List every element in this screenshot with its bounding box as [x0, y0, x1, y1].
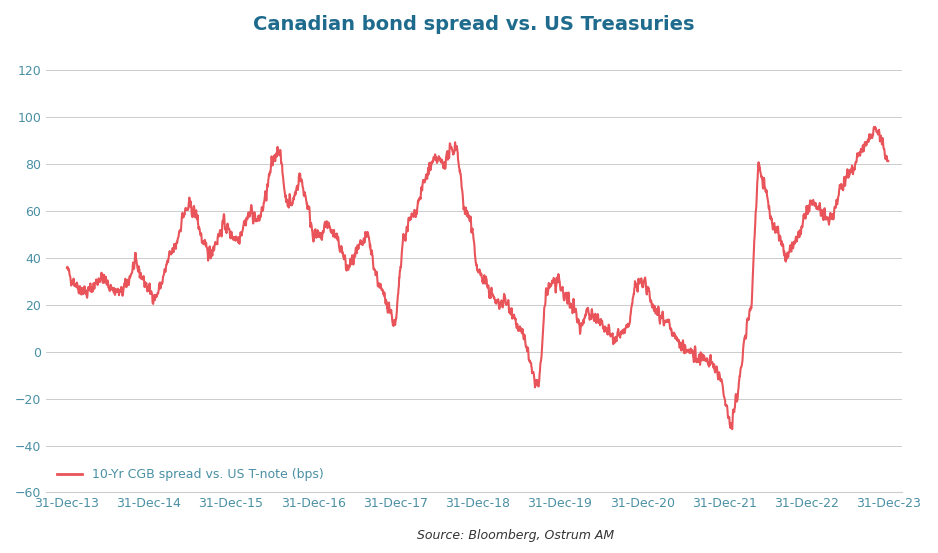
Text: Source: Bloomberg, Ostrum AM: Source: Bloomberg, Ostrum AM	[417, 529, 614, 542]
Legend: 10-Yr CGB spread vs. US T-note (bps): 10-Yr CGB spread vs. US T-note (bps)	[53, 463, 329, 486]
Title: Canadian bond spread vs. US Treasuries: Canadian bond spread vs. US Treasuries	[253, 15, 695, 34]
